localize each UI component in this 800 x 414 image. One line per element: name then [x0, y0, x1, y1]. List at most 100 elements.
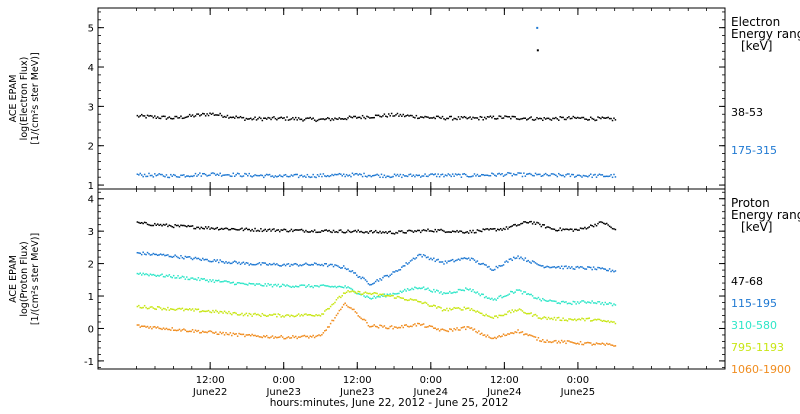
proton-data-point [338, 285, 341, 288]
proton-data-point [489, 337, 492, 339]
proton-data-point [566, 340, 569, 342]
proton-data-point [233, 333, 236, 336]
proton-data-point [358, 293, 361, 295]
proton-data-point [491, 337, 493, 340]
proton-data-point [369, 284, 371, 286]
proton-data-point [186, 276, 188, 278]
proton-data-point [257, 229, 259, 232]
proton-data-point [187, 330, 189, 333]
electron-data-point [376, 173, 378, 176]
proton-data-point [505, 260, 508, 262]
proton-data-point [547, 316, 550, 319]
proton-data-point [496, 336, 499, 338]
proton-data-point [473, 309, 476, 312]
electron-data-point [197, 113, 200, 115]
electron-data-point [223, 174, 226, 176]
proton-data-point [552, 228, 554, 230]
proton-data-point [146, 325, 149, 328]
proton-data-point [342, 292, 345, 294]
electron-data-point [559, 116, 561, 118]
proton-data-point [565, 228, 567, 230]
proton-data-point [514, 291, 516, 293]
proton-data-point [386, 293, 389, 296]
electron-data-point [188, 113, 191, 116]
electron-data-point [294, 116, 297, 119]
electron-data-point [321, 118, 323, 120]
proton-data-point [296, 337, 298, 340]
electron-data-point [613, 173, 615, 176]
proton-data-point [405, 290, 407, 292]
proton-data-point [607, 343, 609, 346]
proton-data-point [383, 295, 386, 297]
electron-data-point [223, 115, 226, 118]
electron-data-point [284, 173, 287, 176]
proton-data-point [569, 267, 572, 270]
electron-data-point [286, 116, 288, 118]
proton-data-point [555, 300, 557, 303]
proton-data-point [417, 254, 419, 257]
proton-data-point [386, 274, 389, 277]
proton-data-point [374, 292, 377, 294]
electron-data-point [542, 119, 544, 122]
proton-data-point [348, 270, 351, 272]
proton-data-point [197, 329, 200, 332]
proton-data-point [478, 293, 480, 295]
proton-data-point [611, 227, 614, 230]
proton-data-point [457, 258, 460, 260]
proton-data-point [409, 288, 412, 291]
proton-data-point [379, 293, 381, 296]
proton-data-point [450, 328, 452, 331]
proton-data-point [370, 293, 373, 296]
proton-data-point [247, 262, 249, 264]
proton-data-point [392, 327, 394, 330]
electron-data-point [322, 173, 325, 175]
electron-data-point [389, 176, 391, 179]
electron-data-point [603, 117, 605, 119]
electron-data-point [496, 117, 499, 120]
proton-data-point [595, 319, 598, 321]
proton-data-point [276, 229, 278, 232]
proton-data-point [244, 313, 246, 316]
proton-data-point [483, 263, 486, 266]
proton-data-point [533, 314, 535, 316]
proton-data-point [443, 263, 445, 265]
proton-data-point [177, 329, 179, 332]
proton-data-point [332, 286, 335, 288]
proton-data-point [273, 337, 275, 339]
proton-data-point [549, 318, 551, 320]
proton-data-point [151, 224, 153, 227]
proton-data-point [367, 292, 370, 295]
proton-data-point [254, 284, 256, 287]
electron-data-point [220, 175, 223, 177]
electron-data-point [527, 118, 529, 120]
proton-data-point [373, 231, 375, 233]
proton-data-point [306, 314, 309, 316]
electron-data-point [469, 116, 471, 118]
electron-data-point [161, 173, 163, 176]
electron-data-point [226, 174, 229, 176]
proton-data-point [159, 307, 162, 309]
proton-data-point [196, 279, 198, 281]
proton-data-point [142, 272, 144, 275]
proton-data-point [460, 327, 463, 329]
electron-data-point [281, 117, 284, 120]
electron-data-point [569, 175, 572, 178]
proton-data-point [342, 231, 345, 234]
electron-data-point [172, 173, 175, 176]
electron-data-point [504, 115, 506, 117]
proton-data-point [271, 285, 274, 288]
proton-data-point [212, 309, 214, 312]
proton-data-point [238, 229, 240, 231]
proton-data-point [223, 334, 226, 336]
proton-data-point [408, 261, 410, 264]
electron-data-point [531, 118, 534, 121]
proton-data-point [576, 342, 579, 345]
electron-data-point [399, 113, 402, 116]
proton-data-point [149, 224, 152, 227]
electron-data-point [286, 175, 288, 178]
electron-data-point [329, 175, 332, 177]
proton-data-point [175, 308, 178, 311]
electron-data-point [326, 174, 329, 177]
proton-data-point [241, 312, 243, 315]
